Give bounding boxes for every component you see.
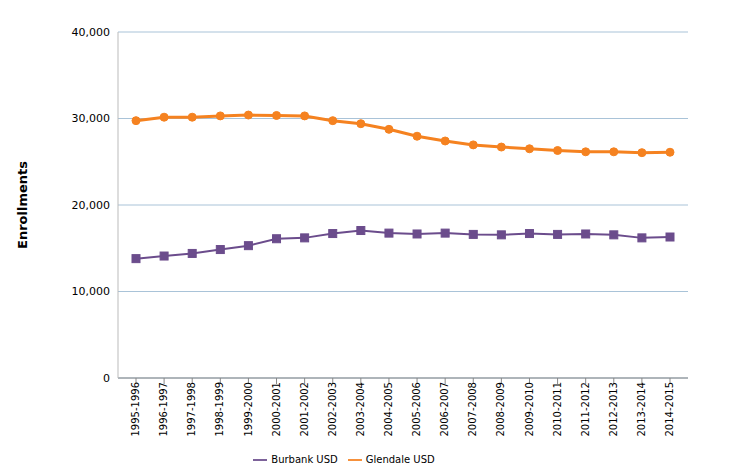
svg-text:40,000: 40,000	[72, 26, 111, 39]
svg-text:1995-1996: 1995-1996	[130, 382, 141, 437]
svg-text:2010-2011: 2010-2011	[552, 382, 563, 437]
svg-text:2007-2008: 2007-2008	[467, 382, 478, 437]
svg-text:10,000: 10,000	[72, 285, 111, 298]
svg-text:2008-2009: 2008-2009	[495, 382, 506, 437]
svg-text:1996-1997: 1996-1997	[158, 382, 169, 437]
svg-text:2000-2001: 2000-2001	[271, 382, 282, 437]
svg-text:2013-2014: 2013-2014	[636, 382, 647, 437]
svg-text:2014-2015: 2014-2015	[664, 382, 675, 437]
svg-text:Enrollments: Enrollments	[15, 161, 30, 249]
svg-text:2005-2006: 2005-2006	[411, 382, 422, 437]
svg-text:2012-2013: 2012-2013	[608, 382, 619, 437]
svg-text:30,000: 30,000	[72, 112, 111, 125]
html-text:Burbank USD: Burbank USD	[271, 454, 338, 465]
html-text:Glendale USD: Glendale USD	[365, 454, 435, 465]
svg-text:20,000: 20,000	[72, 199, 111, 212]
svg-text:2006-2007: 2006-2007	[439, 382, 450, 437]
svg-text:2011-2012: 2011-2012	[580, 382, 591, 437]
svg-text:0: 0	[103, 372, 110, 385]
svg-text:1998-1999: 1998-1999	[214, 382, 225, 437]
svg-text:2004-2005: 2004-2005	[383, 382, 394, 437]
svg-text:2003-2004: 2003-2004	[355, 382, 366, 437]
svg-text:2002-2003: 2002-2003	[327, 382, 338, 437]
svg-text:2009-2010: 2009-2010	[524, 382, 535, 437]
svg-text:1999-2000: 1999-2000	[243, 382, 254, 437]
svg-text:1997-1998: 1997-1998	[186, 382, 197, 437]
svg-text:2001-2002: 2001-2002	[299, 382, 310, 437]
